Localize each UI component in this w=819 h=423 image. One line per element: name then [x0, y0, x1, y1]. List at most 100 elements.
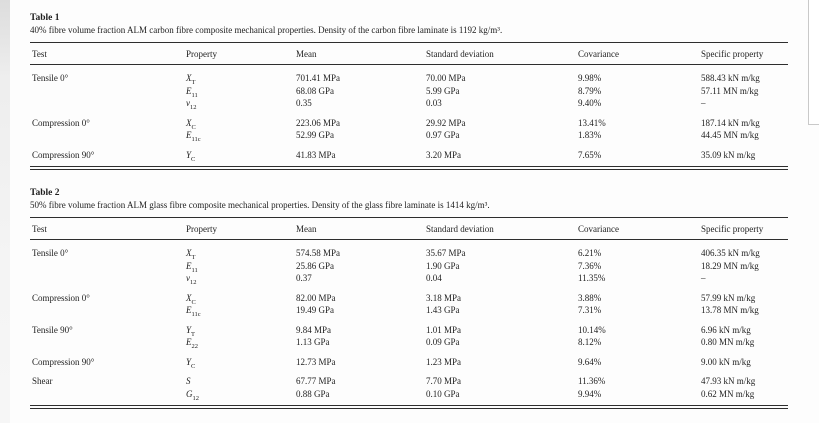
test-cell — [30, 85, 184, 98]
table1: Test Property Mean Standard deviation Covari… — [30, 42, 788, 170]
test-cell — [30, 129, 184, 142]
covariance-cell: 9.64% — [578, 356, 602, 367]
col-header-standard-deviation: Standard deviation — [426, 224, 494, 234]
table-row: Compression 0° XC 223.06 MPa 29.92 MPa 13.41… — [30, 110, 788, 131]
mean-cell: 41.83 MPa — [296, 149, 336, 160]
standard-deviation-cell: 0.10 GPa — [426, 388, 460, 399]
covariance-cell: 7.65% — [578, 149, 602, 160]
standard-deviation-cell: 1.90 GPa — [426, 260, 460, 271]
covariance-cell: 10.14% — [578, 324, 606, 335]
specific-property-cell: – — [701, 273, 706, 283]
table-row: E11c 19.49 GPa 1.43 GPa 7.31% 13.78 MN m/kg — [30, 304, 788, 318]
standard-deviation-cell: 0.04 — [426, 273, 442, 283]
specific-property-cell: 35.09 kN m/kg — [701, 149, 756, 160]
standard-deviation-cell: 1.01 MPa — [426, 324, 462, 335]
specific-property-cell: 406.35 kN m/kg — [701, 248, 760, 258]
covariance-cell: 7.31% — [578, 305, 602, 315]
covariance-cell: 9.94% — [578, 388, 602, 399]
covariance-cell: 11.35% — [578, 273, 606, 283]
standard-deviation-cell: 3.20 MPa — [426, 149, 462, 160]
col-header-mean: Mean — [296, 224, 317, 234]
standard-deviation-cell: 1.43 GPa — [426, 305, 460, 315]
test-cell: Compression 90° — [32, 356, 95, 367]
col-header-property: Property — [186, 49, 217, 59]
covariance-cell: 1.83% — [578, 130, 602, 140]
table2-header: Test Property Mean Standard deviation Covari… — [30, 218, 788, 240]
table-row: G12 0.88 GPa 0.10 GPa 9.94% 0.62 MN m/kg — [30, 388, 788, 408]
test-cell: Compression 0° — [32, 292, 90, 303]
test-cell — [30, 304, 184, 317]
specific-property-cell: 0.62 MN m/kg — [701, 388, 755, 399]
standard-deviation-cell: 29.92 MPa — [426, 117, 466, 128]
covariance-cell: 9.98% — [578, 73, 602, 83]
property-cell: ν12 — [186, 98, 197, 111]
covariance-cell: 7.36% — [578, 260, 602, 271]
table1-label: Table 1 — [30, 13, 60, 23]
table-row: E11 25.86 GPa 1.90 GPa 7.36% 18.29 MN m/kg — [30, 260, 788, 274]
property-cell: XC — [186, 117, 196, 131]
table2-caption: 50% fibre volume fraction ALM glass fibr… — [30, 200, 490, 210]
property-cell: XT — [186, 73, 196, 86]
standard-deviation-cell: 0.03 — [426, 98, 442, 108]
test-cell: Tensile 90° — [32, 324, 73, 335]
mean-cell: 0.35 — [296, 98, 312, 108]
specific-property-cell: 57.99 kN m/kg — [701, 292, 756, 303]
mean-cell: 25.86 GPa — [296, 260, 334, 271]
table-row: Compression 90° YC 41.83 MPa 3.20 MPa 7.65% 3… — [30, 142, 788, 169]
specific-property-cell: 44.45 MN m/kg — [701, 130, 759, 140]
specific-property-cell: 13.78 MN m/kg — [701, 305, 759, 315]
table-row: E11c 52.99 GPa 0.97 GPa 1.83% 44.45 MN m/kg — [30, 129, 788, 143]
scan-edge-artifact — [0, 0, 10, 423]
col-header-standard-deviation: Standard deviation — [426, 49, 494, 59]
table-row: E11 68.08 GPa 5.99 GPa 8.79% 57.11 MN m/kg — [30, 85, 788, 99]
property-cell: YC — [186, 356, 196, 370]
col-header-property: Property — [186, 224, 217, 234]
specific-property-cell: 588.43 kN m/kg — [701, 73, 760, 83]
table1-block: Table 1 40% fibre volume fraction ALM ca… — [30, 12, 788, 170]
header-row: Test Property Mean Standard deviation Covari… — [30, 43, 788, 65]
table-row: Tensile 0° XT 574.58 MPa 35.67 MPa 6.21% 406.… — [30, 240, 788, 261]
window-edge-artifact — [808, 0, 819, 125]
test-cell: Tensile 0° — [32, 73, 69, 83]
mean-cell: 19.49 GPa — [296, 305, 334, 315]
covariance-cell: 6.21% — [578, 248, 602, 258]
mean-cell: 0.88 GPa — [296, 388, 330, 399]
standard-deviation-cell: 0.09 GPa — [426, 337, 460, 347]
table-row: Tensile 0° XT 701.41 MPa 70.00 MPa 9.98% 588.… — [30, 65, 788, 86]
specific-property-cell: 18.29 MN m/kg — [701, 260, 759, 271]
specific-property-cell: 9.00 kN m/kg — [701, 356, 751, 367]
table-row: Shear S 67.77 MPa 7.70 MPa 11.36% 47.93 kN m/… — [30, 368, 788, 388]
property-cell: YT — [186, 324, 195, 338]
table2-block: Table 2 50% fibre volume fraction ALM gl… — [30, 187, 788, 409]
standard-deviation-cell: 5.99 GPa — [426, 85, 460, 96]
mean-cell: 12.73 MPa — [296, 356, 336, 367]
property-cell: YC — [186, 149, 196, 163]
header-row: Test Property Mean Standard deviation Covari… — [30, 218, 788, 240]
table-row: E22 1.13 GPa 0.09 GPa 8.12% 0.80 MN m/kg — [30, 336, 788, 350]
table-row: Compression 90° YC 12.73 MPa 1.23 MPa 9.64% 9… — [30, 349, 788, 370]
property-cell: G12 — [186, 388, 199, 402]
mean-cell: 223.06 MPa — [296, 117, 341, 128]
covariance-cell: 9.40% — [578, 98, 602, 108]
mean-cell: 574.58 MPa — [296, 248, 341, 258]
table-row: Compression 0° XC 82.00 MPa 3.18 MPa 3.88% 57… — [30, 285, 788, 306]
standard-deviation-cell: 0.97 GPa — [426, 130, 460, 140]
mean-cell: 0.37 — [296, 273, 312, 283]
test-cell — [30, 388, 184, 408]
col-header-covariance: Covariance — [578, 49, 619, 59]
test-cell: Shear — [32, 376, 53, 386]
table2-body: Tensile 0° XT 574.58 MPa 35.67 MPa 6.21% 406.… — [30, 240, 788, 408]
page-content: Table 1 40% fibre volume fraction ALM ca… — [30, 12, 788, 423]
test-cell: Compression 90° — [32, 149, 95, 160]
col-header-test: Test — [32, 49, 47, 59]
col-header-specific-property: Specific property — [701, 224, 764, 234]
table1-body: Tensile 0° XT 701.41 MPa 70.00 MPa 9.98% 588.… — [30, 65, 788, 169]
table2: Test Property Mean Standard deviation Covari… — [30, 217, 788, 409]
covariance-cell: 3.88% — [578, 292, 602, 303]
standard-deviation-cell: 7.70 MPa — [426, 376, 462, 386]
test-cell — [30, 97, 184, 110]
mean-cell: 68.08 GPa — [296, 85, 334, 96]
property-cell: XC — [186, 292, 196, 306]
property-cell: E11c — [186, 130, 201, 143]
property-cell: E11 — [186, 260, 198, 274]
